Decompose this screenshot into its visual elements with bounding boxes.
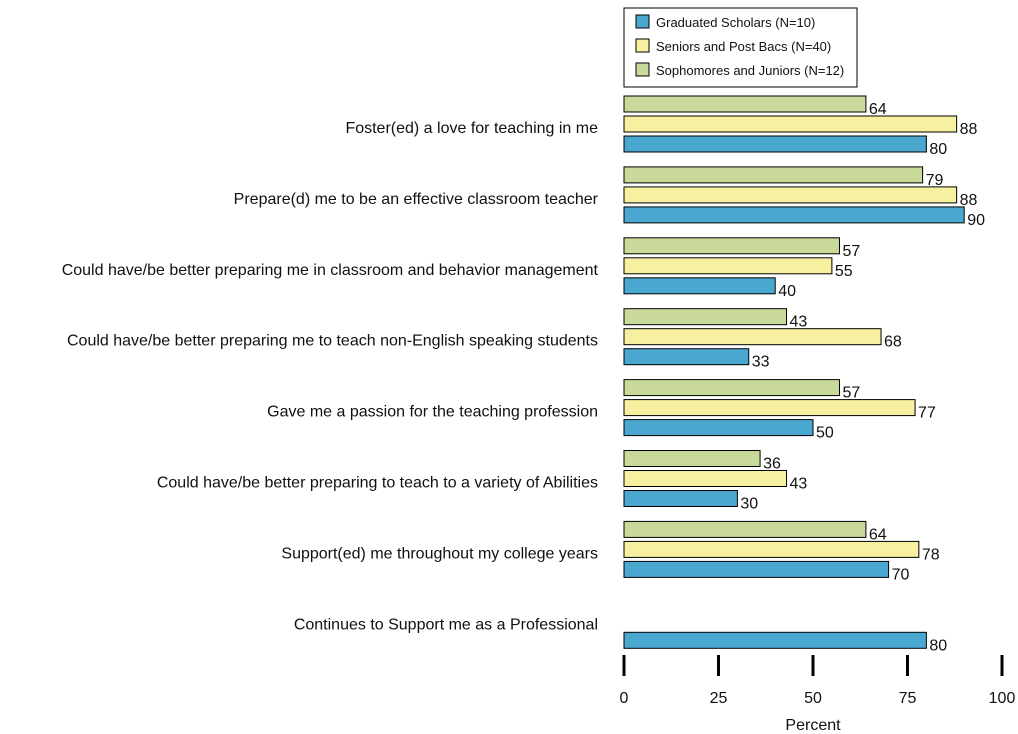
legend-label: Sophomores and Juniors (N=12) <box>656 63 844 78</box>
bar <box>623 237 840 255</box>
data-label: 80 <box>929 141 947 158</box>
data-label: 50 <box>816 425 834 442</box>
data-label: 80 <box>929 637 947 654</box>
bar <box>623 540 920 558</box>
bar <box>623 95 867 113</box>
data-label: 77 <box>918 405 936 422</box>
legend-swatch <box>635 62 650 77</box>
bar <box>623 115 958 133</box>
bar <box>623 470 788 487</box>
data-label: 43 <box>790 314 808 331</box>
data-label: 40 <box>778 283 796 300</box>
data-label: 33 <box>752 354 770 371</box>
x-tick-label: 75 <box>899 690 917 707</box>
bar <box>623 348 750 366</box>
x-tick-label: 100 <box>989 690 1016 707</box>
category-label: Could have/be better preparing to teach … <box>157 475 598 492</box>
category-label: Foster(ed) a love for teaching in me <box>345 120 598 137</box>
bar <box>623 419 814 437</box>
bar <box>623 520 867 538</box>
data-label: 36 <box>763 456 781 473</box>
data-label: 55 <box>835 263 853 280</box>
data-label: 90 <box>967 212 985 229</box>
x-tick-label: 50 <box>804 690 822 707</box>
data-label: 57 <box>842 385 860 402</box>
data-label: 88 <box>960 192 978 209</box>
data-label: 68 <box>884 334 902 351</box>
data-label: 30 <box>740 496 758 513</box>
bar <box>623 328 882 346</box>
category-label: Continues to Support me as a Professiona… <box>294 616 598 633</box>
data-label: 88 <box>960 121 978 138</box>
bar <box>623 206 965 224</box>
x-tick-label: 0 <box>620 690 629 707</box>
data-label: 43 <box>790 476 808 493</box>
data-label: 64 <box>869 526 887 543</box>
data-label: 78 <box>922 546 940 563</box>
bar <box>623 490 738 507</box>
data-label: 57 <box>842 243 860 260</box>
x-tick-label: 25 <box>710 690 728 707</box>
bar <box>623 135 927 153</box>
data-label: 79 <box>926 172 944 189</box>
legend-swatch <box>635 14 650 29</box>
legend-label: Graduated Scholars (N=10) <box>656 15 815 30</box>
category-label: Support(ed) me throughout my college yea… <box>281 545 598 562</box>
bar <box>623 379 840 397</box>
bar <box>623 308 788 326</box>
category-label: Could have/be better preparing me to tea… <box>67 333 598 350</box>
data-label: 64 <box>869 101 887 118</box>
category-label: Could have/be better preparing me in cla… <box>62 262 599 279</box>
bar <box>623 631 927 649</box>
bar <box>623 277 776 295</box>
bar <box>623 257 833 275</box>
bar <box>623 560 890 578</box>
data-label: 70 <box>892 566 910 583</box>
bar <box>623 166 924 184</box>
category-label: Prepare(d) me to be an effective classro… <box>234 191 599 208</box>
legend-box <box>623 7 858 88</box>
x-axis-label: Percent <box>785 717 841 734</box>
category-label: Gave me a passion for the teaching profe… <box>267 404 598 421</box>
bar <box>623 399 916 417</box>
legend-label: Seniors and Post Bacs (N=40) <box>656 39 831 54</box>
legend-swatch <box>635 38 650 53</box>
bar <box>623 186 958 204</box>
bar <box>623 450 761 467</box>
